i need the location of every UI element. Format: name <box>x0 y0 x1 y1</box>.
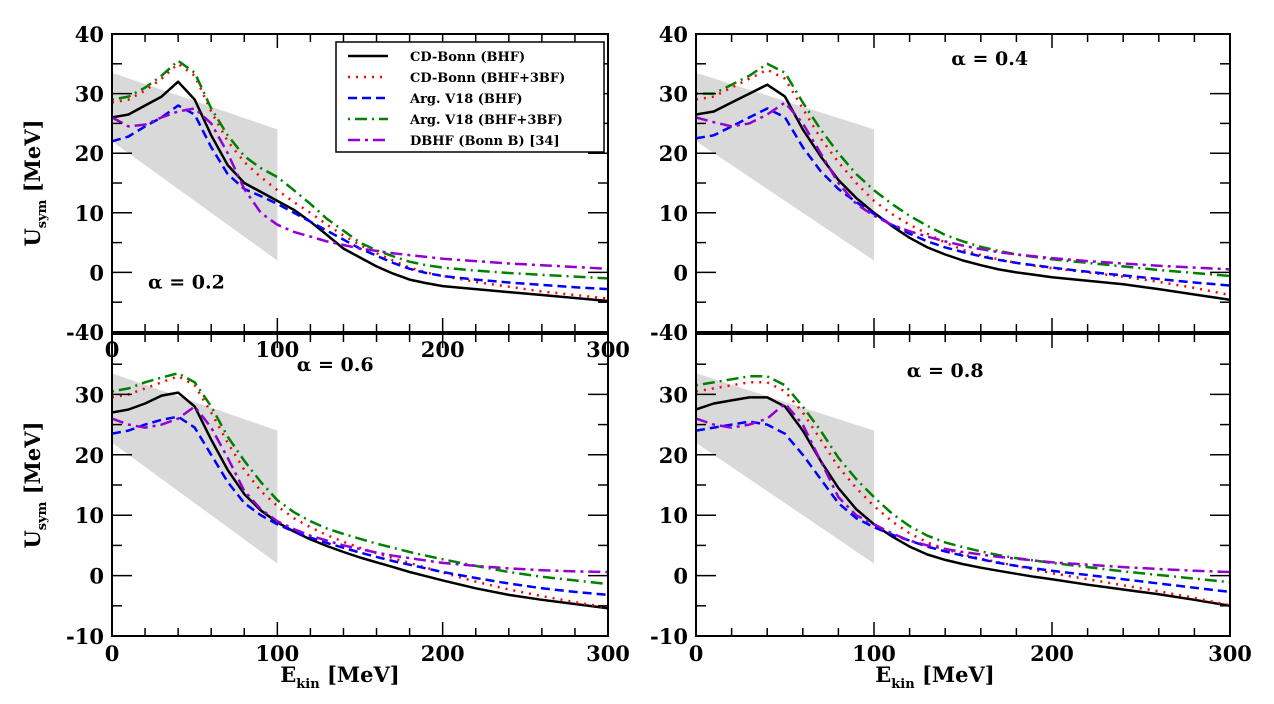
alpha-annotation: α = 0.4 <box>951 48 1028 70</box>
series-line-arg-v18-bhf-3bf <box>112 372 608 586</box>
legend-label-cd-bonn-bhf: CD-Bonn (BHF) <box>410 50 525 65</box>
series-line-arg-v18-bhf-3bf <box>696 62 1230 278</box>
series-line-dbhf-bonn-b-34 <box>112 107 608 271</box>
y-tick-label: 0 <box>89 564 104 589</box>
y-tick-label: 0 <box>89 260 104 285</box>
x-axis-title-unit: [MeV] <box>915 662 995 687</box>
series-line-cd-bonn-bhf-3bf <box>112 375 608 609</box>
series-line-cd-bonn-bhf <box>112 391 608 610</box>
alpha-annotation: α = 0.8 <box>907 360 984 382</box>
legend: CD-Bonn (BHF) CD-Bonn (BHF+3BF) Arg. V18… <box>335 41 605 153</box>
legend-label-argv18-bhf-3bf: Arg. V18 (BHF+3BF) <box>409 113 563 128</box>
y-tick-label: 20 <box>75 443 104 468</box>
y-tick-label: -40 <box>650 320 688 345</box>
x-tick-label: 0 <box>105 641 120 666</box>
empirical-band <box>112 72 278 261</box>
series-line-arg-v18-bhf-3bf <box>112 59 608 280</box>
legend-label-cd-bonn-bhf-3bf: CD-Bonn (BHF+3BF) <box>410 71 565 86</box>
y-tick-label: 30 <box>75 382 104 407</box>
y-tick-label: 0 <box>673 564 688 589</box>
y-tick-label: 30 <box>659 82 688 107</box>
y-tick-label: 40 <box>75 22 104 47</box>
y-tick-label: 20 <box>659 443 688 468</box>
x-tick-label: 0 <box>689 641 704 666</box>
x-tick-label: 100 <box>255 641 299 666</box>
y-axis-title-main: U <box>20 228 45 246</box>
legend-label-dbhf-bonn-b: DBHF (Bonn B) [34] <box>410 134 560 149</box>
empirical-band <box>696 72 874 261</box>
y-axis-title-unit: [MeV] <box>20 421 45 501</box>
y-axis-title-top: Usym [MeV] <box>20 119 50 246</box>
y-tick-label: 10 <box>75 201 104 226</box>
series-line-arg-v18-bhf <box>112 415 608 597</box>
panel-top-right: 40 30 20 10 0 -40 α = 0.4 <box>650 22 1231 345</box>
y-axis-title-unit: [MeV] <box>20 119 45 199</box>
series-line-cd-bonn-bhf <box>112 80 608 303</box>
series-line-dbhf-bonn-b-34 <box>112 405 608 574</box>
svg-text:Usym [MeV]: Usym [MeV] <box>20 421 50 548</box>
y-axis-title-bottom: Usym [MeV] <box>20 421 50 548</box>
series-line-cd-bonn-bhf <box>696 83 1230 302</box>
y-tick-label: -10 <box>650 624 688 649</box>
x-tick-label: 200 <box>421 641 465 666</box>
x-tick-label: 300 <box>586 641 630 666</box>
series-line-cd-bonn-bhf-3bf <box>112 62 608 300</box>
empirical-band <box>112 373 278 564</box>
x-axis-title-main: E <box>280 662 296 687</box>
series-line-cd-bonn-bhf <box>696 396 1230 608</box>
empirical-band <box>696 373 874 564</box>
series-line-dbhf-bonn-b-34 <box>696 402 1230 574</box>
x-tick-label: 300 <box>1208 641 1252 666</box>
y-tick-label: 30 <box>659 382 688 407</box>
x-tick-label: 200 <box>1030 641 1074 666</box>
series-line-dbhf-bonn-b-34 <box>696 101 1230 271</box>
series-line-arg-v18-bhf <box>112 104 608 291</box>
y-tick-label: 20 <box>75 141 104 166</box>
series-line-arg-v18-bhf <box>696 107 1230 287</box>
x-axis-title-main: E <box>875 662 891 687</box>
y-tick-label: 20 <box>659 141 688 166</box>
y-axis-title-sub: sym <box>35 501 50 530</box>
x-axis-title-sub: kin <box>296 677 320 692</box>
alpha-annotation: α = 0.6 <box>297 354 374 376</box>
x-axis-title-sub: kin <box>891 677 915 692</box>
x-axis-title-right: Ekin [MeV] <box>875 662 995 692</box>
x-tick-label: 100 <box>852 641 896 666</box>
y-axis-title-main: U <box>20 530 45 548</box>
series-line-arg-v18-bhf <box>696 420 1230 594</box>
y-tick-label: 10 <box>659 503 688 528</box>
y-tick-label: 10 <box>659 201 688 226</box>
y-tick-label: 0 <box>673 260 688 285</box>
y-tick-label: 40 <box>659 22 688 47</box>
y-axis-title-sub: sym <box>35 199 50 228</box>
svg-text:Usym [MeV]: Usym [MeV] <box>20 119 50 246</box>
alpha-annotation: α = 0.2 <box>148 271 225 293</box>
y-tick-label: 30 <box>75 82 104 107</box>
y-tick-label: -40 <box>66 320 104 345</box>
legend-label-argv18-bhf: Arg. V18 (BHF) <box>409 92 523 107</box>
y-tick-label: -10 <box>66 624 104 649</box>
y-tick-label: 10 <box>75 503 104 528</box>
x-axis-title-unit: [MeV] <box>320 662 400 687</box>
x-axis-title-left: Ekin [MeV] <box>280 662 400 692</box>
